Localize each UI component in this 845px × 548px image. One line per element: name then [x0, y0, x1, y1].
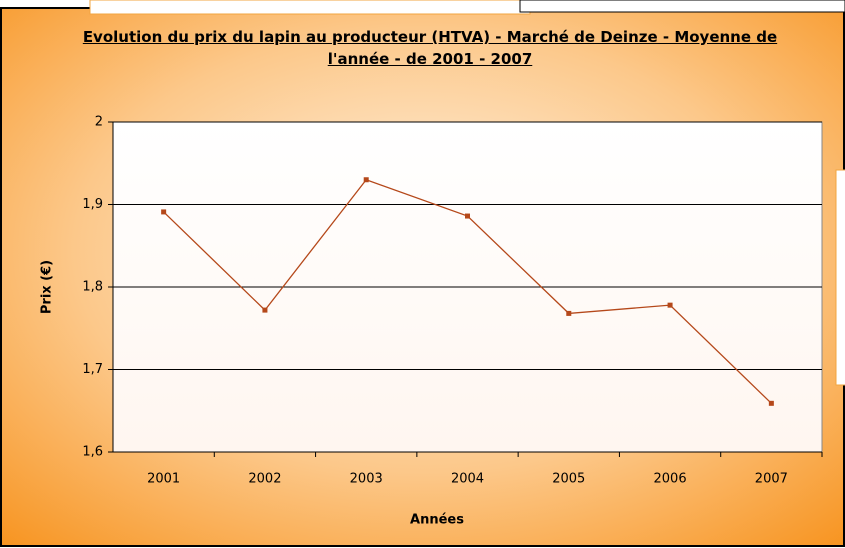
y-tick-label: 1,9 [82, 197, 103, 212]
chart-title: Evolution du prix du lapin au producteur… [82, 28, 778, 68]
x-tick-label: 2001 [147, 472, 180, 487]
y-tick-label: 1,7 [82, 362, 103, 377]
point [161, 209, 167, 215]
legend-box [835, 169, 845, 386]
x-tick-label: 2002 [248, 472, 281, 487]
point [262, 307, 268, 313]
x-tick-label: 2005 [552, 472, 585, 487]
point [465, 213, 470, 219]
top-box [89, 0, 531, 15]
x-tick-label: 2003 [350, 472, 383, 487]
y-tick-label: 1,6 [82, 445, 103, 460]
y-tick-label: 1,8 [82, 280, 103, 295]
point [566, 310, 572, 316]
y-tick-label: 2 [95, 115, 103, 130]
top-box [519, 0, 845, 13]
x-tick-label: 2007 [755, 472, 788, 487]
point [667, 302, 673, 308]
y-axis-label: Prix (€) [40, 260, 55, 314]
x-tick-label: 2006 [654, 472, 687, 487]
point [768, 400, 774, 406]
x-tick-label: 2004 [451, 472, 484, 487]
point [363, 177, 369, 183]
x-axis-label: Années [410, 513, 464, 528]
